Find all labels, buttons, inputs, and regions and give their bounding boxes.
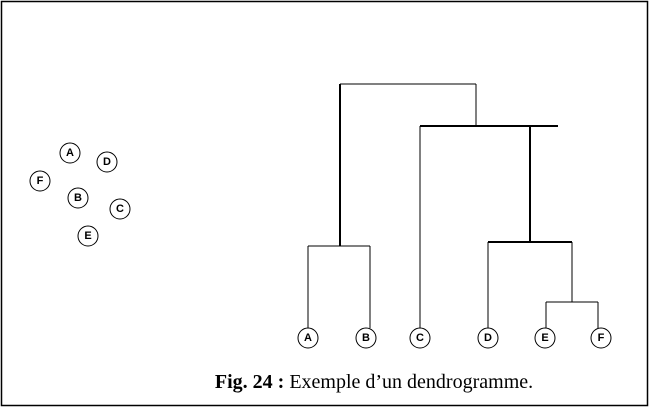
node-label: C	[416, 332, 424, 344]
node-label: A	[66, 147, 74, 159]
node-circle	[96, 151, 118, 173]
node: D	[96, 151, 118, 173]
node-label: E	[541, 332, 548, 344]
caption-label: Fig. 24 :	[215, 371, 284, 393]
node: D	[477, 327, 499, 349]
node-label: A	[304, 332, 312, 344]
node-label: F	[598, 332, 605, 344]
node: A	[297, 327, 319, 349]
node-label: E	[84, 230, 91, 242]
node-circle	[590, 327, 612, 349]
node-circle	[534, 327, 556, 349]
node-label: F	[37, 175, 44, 187]
node: E	[77, 225, 99, 247]
caption-text: Exemple d’un dendrogramme.	[289, 371, 533, 393]
node-label: C	[116, 203, 124, 215]
node-label: B	[74, 192, 82, 204]
node: F	[590, 327, 612, 349]
node: B	[67, 187, 89, 209]
node: A	[59, 142, 81, 164]
node-circle	[297, 327, 319, 349]
node: C	[109, 198, 131, 220]
node: C	[409, 327, 431, 349]
node: E	[534, 327, 556, 349]
node-circle	[77, 225, 99, 247]
node-label: D	[103, 156, 111, 168]
leaves-group: A B C D E F	[297, 327, 612, 349]
node: F	[29, 170, 51, 192]
node: B	[355, 327, 377, 349]
scatter-group: A D F B C E	[29, 142, 131, 247]
node-circle	[109, 198, 131, 220]
node-circle	[409, 327, 431, 349]
node-circle	[355, 327, 377, 349]
node-circle	[67, 187, 89, 209]
node-circle	[29, 170, 51, 192]
caption: Fig. 24 : Exemple d’un dendrogramme.	[215, 371, 533, 393]
node-label: D	[484, 332, 492, 344]
node-label: B	[362, 332, 370, 344]
dendrogram	[307, 83, 599, 328]
node-circle	[59, 142, 81, 164]
node-circle	[477, 327, 499, 349]
